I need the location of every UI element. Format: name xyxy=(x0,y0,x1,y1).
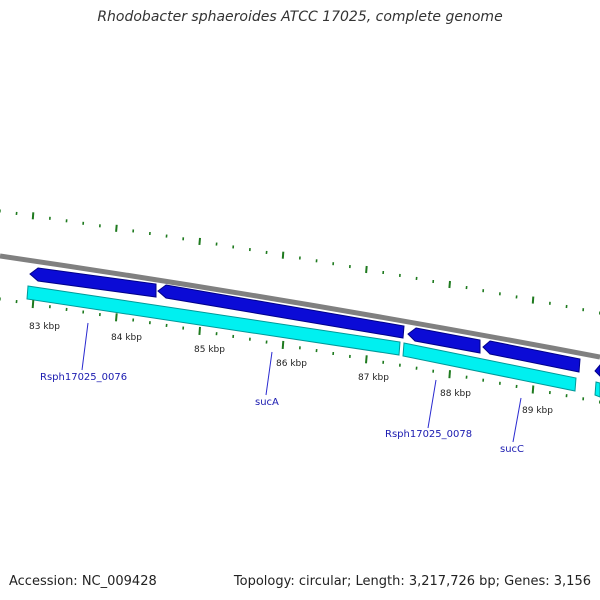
ruler-tick-major xyxy=(448,370,451,379)
cds-bar-3[interactable] xyxy=(594,381,600,398)
ruler-tick-major xyxy=(531,385,535,394)
backbone-line xyxy=(0,253,600,360)
ruler-tick-major xyxy=(31,300,35,309)
genome-summary-text: Topology: circular; Length: 3,217,726 bp… xyxy=(233,574,591,589)
cds-arrow-rsph17025-0076[interactable] xyxy=(29,267,157,298)
cds-bar-track xyxy=(26,285,600,398)
gene-label-suca[interactable]: sucA xyxy=(255,397,279,408)
map-title: Rhodobacter sphaeroides ATCC 17025, comp… xyxy=(97,9,503,25)
outer-tick-major xyxy=(31,212,35,220)
leader-line-succ xyxy=(512,397,522,443)
outer-tick-major xyxy=(281,251,285,259)
gene-labels: Rsph17025_0076 sucA Rsph17025_0078 sucC xyxy=(40,372,524,455)
outer-dot-track xyxy=(0,209,600,315)
tick-label-86kbp: 86 kbp xyxy=(276,359,307,369)
accession-text: Accession: NC_009428 xyxy=(9,574,157,589)
ruler-tick-major xyxy=(365,355,368,364)
gene-label-rsph17025-0076[interactable]: Rsph17025_0076 xyxy=(40,372,127,383)
cds-arrow-next[interactable] xyxy=(594,364,600,377)
tick-label-83kbp: 83 kbp xyxy=(29,322,60,332)
label-leader-lines xyxy=(81,322,522,443)
forward-cds-track xyxy=(29,267,600,377)
ruler-tick-major xyxy=(198,326,201,335)
ruler-ticks xyxy=(0,297,600,404)
tick-label-84kbp: 84 kbp xyxy=(111,333,142,343)
tick-label-88kbp: 88 kbp xyxy=(440,389,471,399)
leader-line-suca xyxy=(265,351,273,396)
outer-tick-major xyxy=(448,280,451,289)
outer-tick-major xyxy=(198,237,201,245)
outer-tick-major xyxy=(115,224,118,232)
tick-label-85kbp: 85 kbp xyxy=(194,345,225,355)
gene-label-rsph17025-0078[interactable]: Rsph17025_0078 xyxy=(385,429,472,440)
cds-bar-1[interactable] xyxy=(26,285,401,356)
ruler-tick-major xyxy=(281,340,285,349)
gene-label-succ[interactable]: sucC xyxy=(500,444,524,455)
ruler-labels: 83 kbp 84 kbp 85 kbp 86 kbp 87 kbp 88 kb… xyxy=(29,322,553,416)
leader-line-rsph17025-0078 xyxy=(427,379,437,429)
outer-tick-major xyxy=(365,265,368,274)
outer-tick-major xyxy=(531,296,535,304)
ruler-tick-major xyxy=(115,313,118,322)
cds-bar-2[interactable] xyxy=(402,342,577,392)
cds-arrow-suca[interactable] xyxy=(157,284,405,339)
cds-arrow-succ[interactable] xyxy=(482,340,581,373)
cds-arrow-rsph17025-0078[interactable] xyxy=(407,327,481,354)
tick-label-89kbp: 89 kbp xyxy=(522,406,553,416)
leader-line-rsph17025-0076 xyxy=(81,322,89,371)
tick-label-87kbp: 87 kbp xyxy=(358,373,389,383)
